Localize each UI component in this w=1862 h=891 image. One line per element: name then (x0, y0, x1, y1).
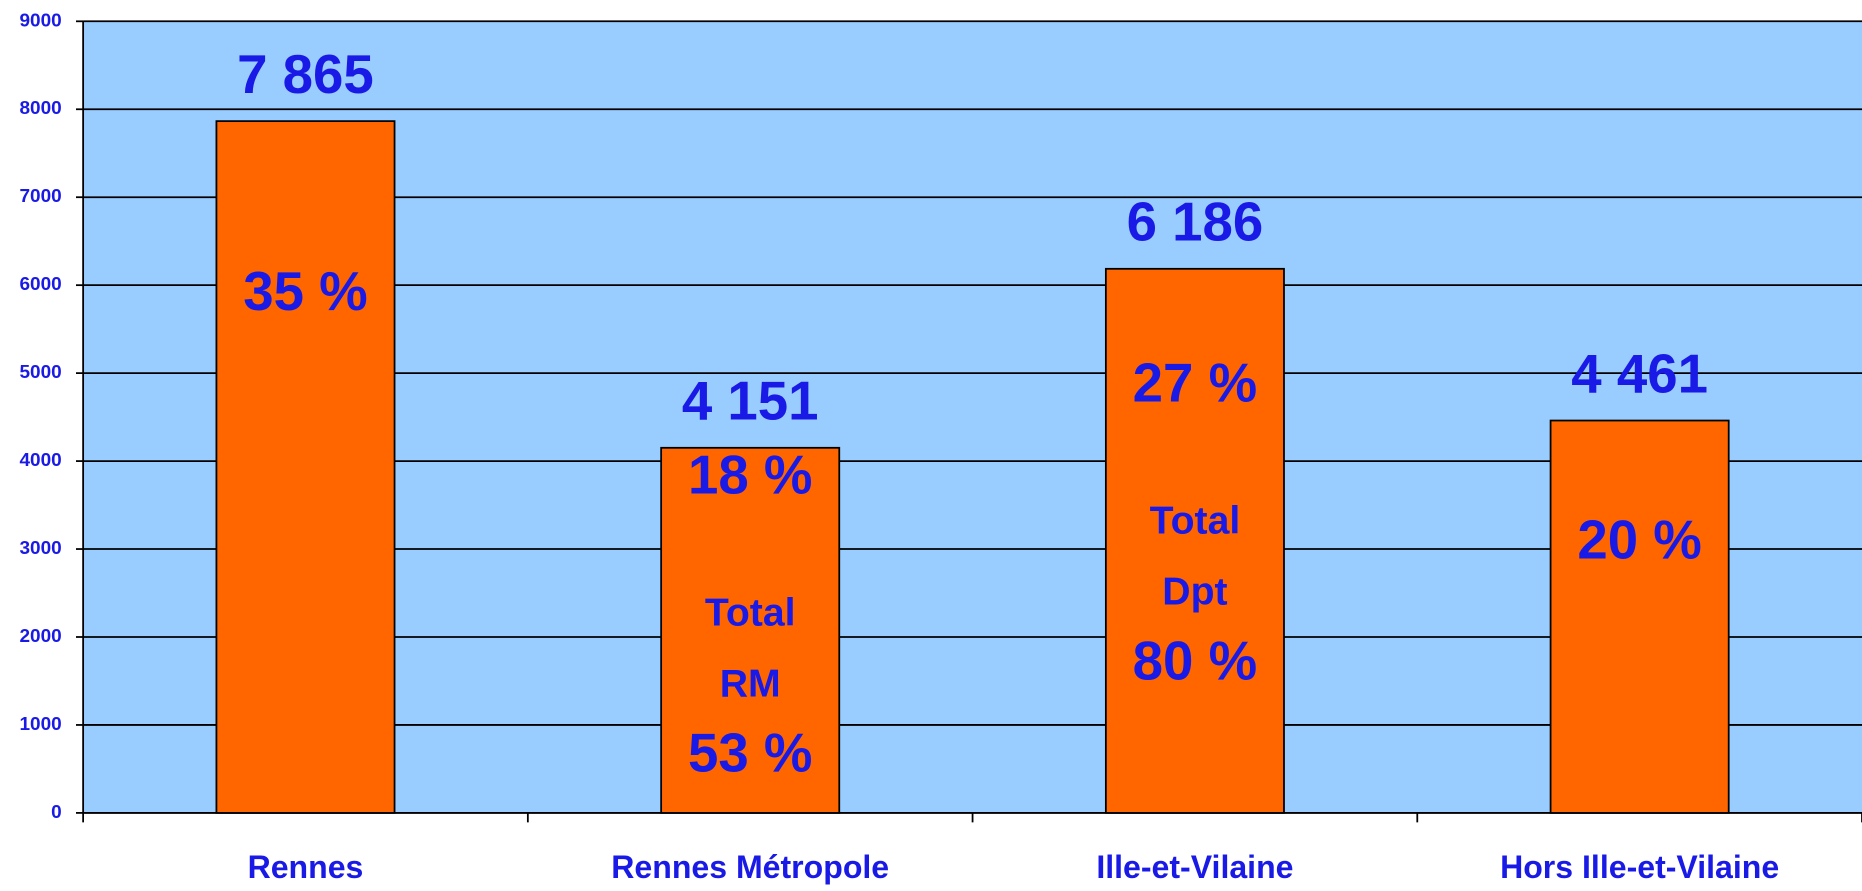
x-tick-label: Rennes Métropole (611, 849, 889, 885)
y-tick-label: 2000 (20, 626, 62, 647)
percentage-label: 18 % (688, 445, 812, 506)
bar (660, 446, 841, 814)
bar (215, 120, 396, 814)
value-label: 4 461 (1571, 343, 1708, 404)
value-label: 6 186 (1127, 192, 1264, 253)
x-tick-label: Rennes (248, 849, 364, 885)
total-label: Total (705, 592, 796, 635)
percentage-label: 35 % (243, 261, 367, 322)
y-tick-label: 6000 (20, 274, 62, 295)
y-tick-label: 4000 (20, 450, 62, 471)
x-tick-label: Ille-et-Vilaine (1096, 849, 1293, 885)
value-label: 4 151 (682, 371, 819, 432)
percentage-label: 20 % (1577, 510, 1701, 571)
bar (1549, 419, 1730, 814)
x-tick-label: Hors Ille-et-Vilaine (1500, 849, 1779, 885)
y-tick-label: 0 (51, 802, 62, 823)
y-tick-label: 5000 (20, 362, 62, 383)
percentage-label: 27 % (1133, 352, 1257, 413)
y-tick-label: 7000 (20, 186, 62, 207)
total-value: 53 % (688, 723, 812, 784)
total-label: Total (1150, 499, 1241, 542)
y-tick-label: 9000 (20, 10, 62, 31)
total-label: Dpt (1162, 570, 1227, 613)
y-tick-label: 1000 (20, 714, 62, 735)
bar (1104, 267, 1285, 814)
value-label: 7 865 (237, 44, 374, 105)
y-tick-label: 3000 (20, 538, 62, 559)
total-value: 80 % (1133, 630, 1257, 691)
total-label: RM (720, 663, 781, 706)
y-tick-label: 8000 (20, 98, 62, 119)
